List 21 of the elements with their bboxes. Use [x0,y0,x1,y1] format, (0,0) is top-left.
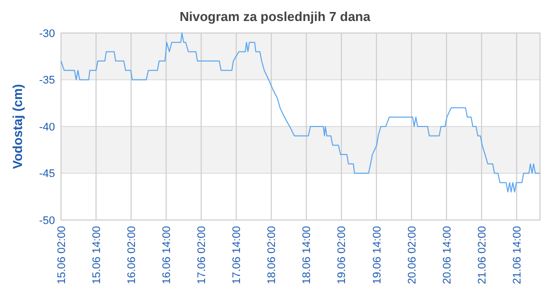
x-tick-label: 18.06 02:00 [266,226,278,284]
x-tick-label: 19.06 14:00 [371,226,384,284]
y-tick-label: -50 [39,214,55,227]
y-tick-label: -35 [39,74,55,87]
y-tick-label: -40 [39,121,55,134]
x-tick-label: 20.06 02:00 [406,226,418,284]
x-tick-label: 18.06 14:00 [301,226,314,284]
x-tick-label: 19.06 02:00 [336,226,348,284]
x-tick-label: 20.06 14:00 [441,226,454,284]
x-tick-label: 17.06 02:00 [196,226,208,284]
x-tick-label: 16.06 02:00 [126,226,138,284]
y-tick-label: -45 [39,168,55,180]
x-tick-label: 15.06 02:00 [56,226,68,284]
x-tick-label: 15.06 14:00 [90,226,103,284]
y-axis-title: Vodostaj (cm) [10,84,25,169]
y-tick-label: -30 [39,28,55,40]
x-tick-label: 21.06 14:00 [511,226,524,284]
x-tick-label: 16.06 14:00 [160,226,173,284]
x-tick-label: 17.06 14:00 [231,226,244,284]
chart-title: Nivogram za poslednjih 7 dana [180,9,372,24]
x-tick-label: 21.06 02:00 [476,226,488,284]
